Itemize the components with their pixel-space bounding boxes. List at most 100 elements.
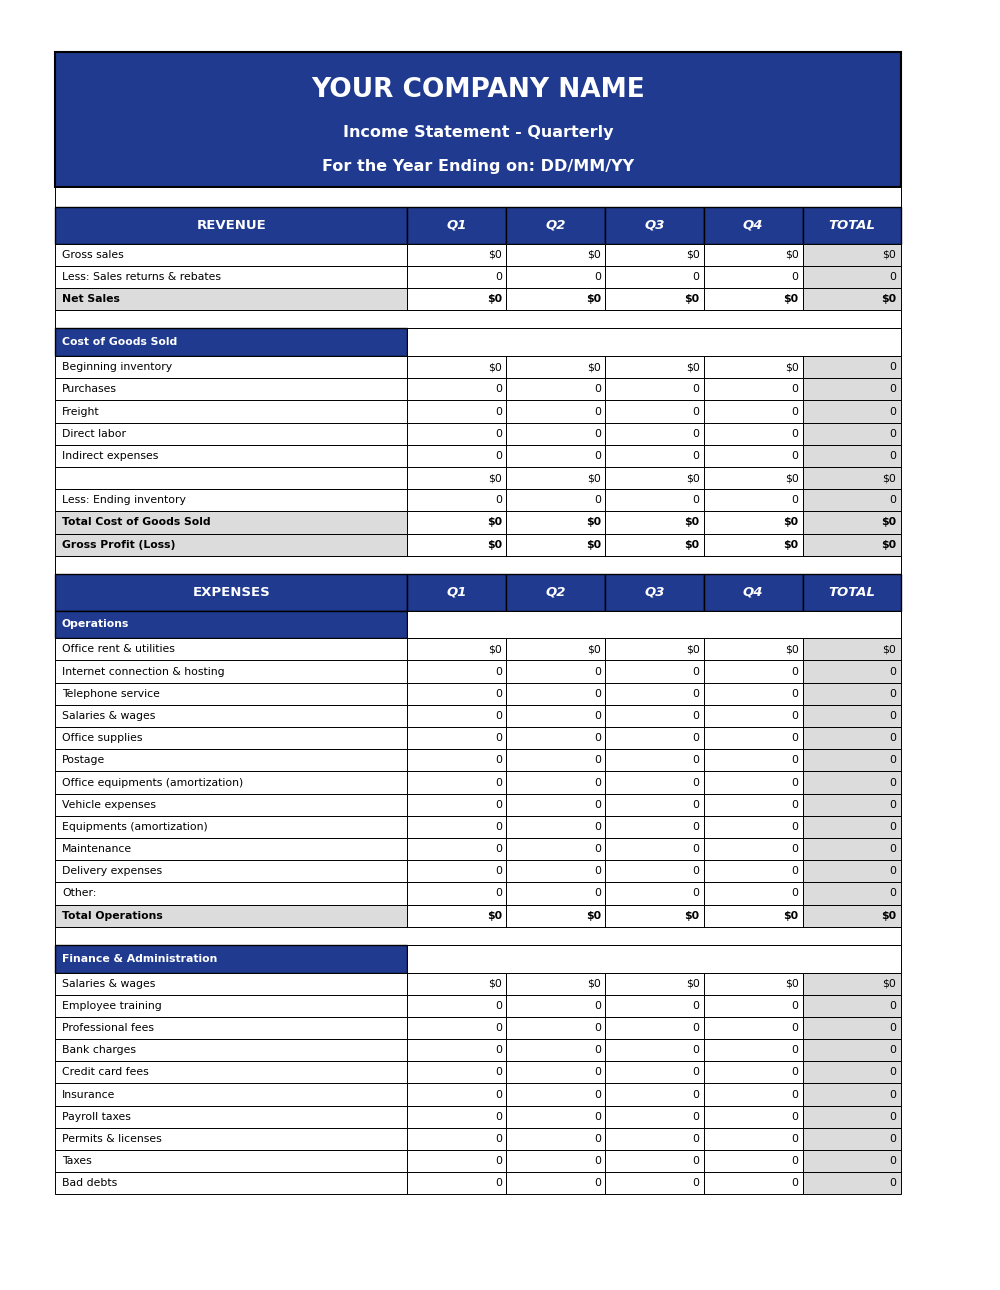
Text: Income Statement - Quarterly: Income Statement - Quarterly (343, 125, 613, 141)
Text: Taxes: Taxes (62, 1156, 92, 1166)
Bar (605, 511, 704, 534)
Text: 0: 0 (889, 362, 896, 372)
Text: $0: $0 (883, 979, 896, 988)
Text: Less: Sales returns & rebates: Less: Sales returns & rebates (62, 272, 221, 283)
Text: Credit card fees: Credit card fees (62, 1067, 149, 1077)
Bar (55, 682, 407, 704)
Bar (55, 639, 407, 660)
Bar (506, 1127, 605, 1149)
Text: TOTAL: TOTAL (828, 586, 875, 599)
Bar (803, 1038, 901, 1062)
Text: 0: 0 (594, 844, 601, 854)
Text: 0: 0 (495, 711, 502, 721)
Text: EXPENSES: EXPENSES (192, 586, 270, 599)
Bar (407, 489, 506, 511)
Bar (407, 1017, 506, 1038)
Text: 0: 0 (693, 1178, 700, 1188)
Bar (605, 534, 704, 556)
Text: $0: $0 (685, 294, 700, 304)
Bar (407, 1106, 506, 1127)
Text: Q3: Q3 (644, 586, 665, 599)
Text: 0: 0 (594, 1023, 601, 1033)
Bar (407, 660, 506, 682)
Bar (704, 815, 803, 838)
Text: Internet connection & hosting: Internet connection & hosting (62, 667, 225, 676)
Bar (407, 378, 506, 400)
Text: Beginning inventory: Beginning inventory (62, 362, 172, 372)
Bar (55, 882, 407, 904)
Text: 0: 0 (594, 495, 601, 506)
Text: 0: 0 (495, 756, 502, 765)
Text: $0: $0 (881, 294, 896, 304)
Bar (55, 511, 407, 534)
Bar (55, 771, 407, 793)
Bar (407, 793, 506, 815)
Bar (605, 378, 704, 400)
Bar (55, 1173, 407, 1195)
Bar (704, 1038, 803, 1062)
Text: 0: 0 (792, 800, 799, 810)
Text: 0: 0 (594, 1045, 601, 1055)
Bar (605, 423, 704, 445)
Bar (803, 1127, 901, 1149)
Text: 0: 0 (792, 667, 799, 676)
Text: 0: 0 (889, 1067, 896, 1077)
Bar (407, 815, 506, 838)
Text: 0: 0 (495, 778, 502, 787)
Text: 0: 0 (889, 667, 896, 676)
Text: Net Sales: Net Sales (62, 294, 120, 304)
Bar (803, 489, 901, 511)
Text: Operations: Operations (62, 619, 129, 630)
Bar (605, 445, 704, 467)
Text: $0: $0 (883, 473, 896, 482)
Text: $0: $0 (783, 911, 799, 921)
Text: 0: 0 (792, 451, 799, 461)
Bar (803, 704, 901, 728)
Text: 0: 0 (594, 1134, 601, 1144)
Text: 0: 0 (792, 1045, 799, 1055)
Text: Purchases: Purchases (62, 384, 117, 395)
Text: 0: 0 (792, 778, 799, 787)
Text: 0: 0 (889, 778, 896, 787)
Bar (605, 467, 704, 489)
Bar (55, 704, 407, 728)
Bar (803, 860, 901, 882)
Bar (55, 660, 407, 682)
Bar (407, 206, 506, 244)
Bar (506, 793, 605, 815)
Text: 0: 0 (889, 384, 896, 395)
Text: 0: 0 (594, 822, 601, 832)
Bar (704, 1106, 803, 1127)
Bar (506, 1084, 605, 1106)
Text: Maintenance: Maintenance (62, 844, 132, 854)
Text: 0: 0 (495, 733, 502, 743)
Text: Telephone service: Telephone service (62, 689, 160, 699)
Text: 0: 0 (693, 756, 700, 765)
Bar (605, 793, 704, 815)
Bar (605, 1017, 704, 1038)
Bar (55, 995, 407, 1017)
Bar (407, 534, 506, 556)
Text: 0: 0 (792, 711, 799, 721)
Bar (506, 1038, 605, 1062)
Text: $0: $0 (785, 979, 799, 988)
Bar (704, 244, 803, 266)
Bar (506, 400, 605, 423)
Bar (506, 1173, 605, 1195)
Text: $0: $0 (686, 250, 700, 259)
Text: 0: 0 (792, 1067, 799, 1077)
Bar (704, 704, 803, 728)
Text: 0: 0 (495, 822, 502, 832)
Bar (55, 556, 901, 574)
Text: Permits & licenses: Permits & licenses (62, 1134, 162, 1144)
Bar (506, 206, 605, 244)
Text: $0: $0 (883, 250, 896, 259)
Text: 0: 0 (693, 384, 700, 395)
Bar (407, 860, 506, 882)
Bar (704, 1017, 803, 1038)
Bar (803, 266, 901, 288)
Bar (704, 749, 803, 771)
Text: 0: 0 (792, 844, 799, 854)
Text: $0: $0 (586, 517, 601, 528)
Text: 0: 0 (495, 451, 502, 461)
